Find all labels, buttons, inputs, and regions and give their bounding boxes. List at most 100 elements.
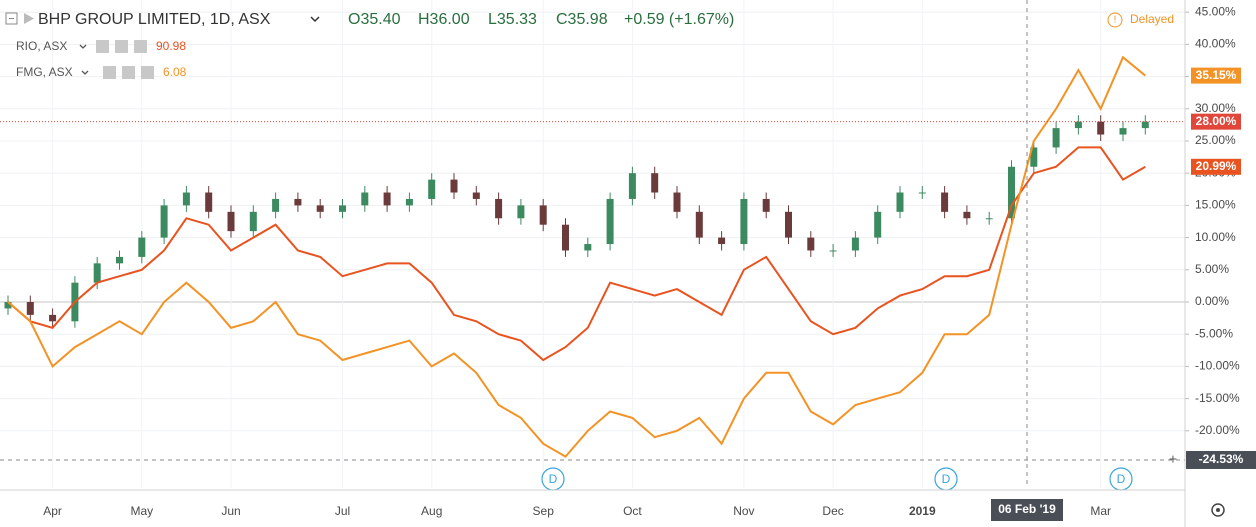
candle-body [405,198,413,206]
y-tick-label: 5.00% [1195,262,1229,276]
price-label-box [1191,113,1241,130]
y-tick-label: 0.00% [1195,294,1229,308]
x-tick-label: Jun [221,504,240,518]
candle-body [272,198,280,212]
x-tick-label: May [130,504,153,518]
plot [4,55,1149,458]
candle-body [874,211,882,238]
y-tick-label: 15.00% [1195,198,1236,212]
candle-body [26,301,34,315]
candle-body [562,224,569,251]
candle-body [249,211,257,232]
y-tick-label: -15.00% [1195,391,1240,405]
x-tick-label: Dec [822,504,843,518]
dividend-label: D [942,472,951,486]
crosshair-x-label: 06 Feb '19 [998,502,1056,516]
y-tick-label: 40.00% [1195,37,1236,51]
candle-body [718,237,726,245]
candle-body [1097,121,1105,135]
dropdown-icon[interactable] [81,70,89,75]
candle-body [851,237,859,251]
candle-body [762,198,770,212]
legend-name[interactable]: RIO, ASX [16,39,67,53]
x-tick-label: Oct [623,504,642,518]
symbol-flag [24,13,34,24]
candle-body [1119,128,1127,135]
crosshair-y-box [1186,450,1256,469]
candle-body [1141,121,1149,129]
legend-price: 90.98 [156,39,186,53]
candle-body [428,179,436,199]
quote-high: H36.00 [418,11,470,28]
quote-open: O35.40 [348,11,401,28]
settings-button[interactable] [122,66,135,79]
x-tick-label: Sep [533,504,555,518]
y-tick-label: 10.00% [1195,230,1236,244]
crosshair-y-label: -24.53% [1199,452,1244,466]
candle-body [294,198,302,206]
candle-body [4,301,12,309]
candle-body [673,192,681,212]
quote-close: C35.98 [556,11,608,28]
crosshair-plus: + [1169,451,1177,467]
candle-body [584,244,592,251]
candle-body [182,192,190,206]
candle-body [1052,128,1060,148]
candle-body [740,198,748,245]
x-tick-label: Apr [43,504,62,518]
legend-price: 6.08 [163,65,187,79]
remove-button[interactable] [141,66,154,79]
candle-body [785,211,792,238]
x-tick-label: Jul [335,504,350,518]
candle-body [963,211,971,219]
settings-button[interactable] [115,40,128,53]
candle-body [138,237,146,257]
candle-body [918,192,926,194]
candle-body [606,198,614,245]
settings-icon[interactable] [1211,503,1225,517]
x-tick-label: Aug [421,504,442,518]
candle-body [896,192,904,212]
candle-body [651,173,659,193]
collapse-icon[interactable] [5,12,18,25]
x-tick-label: Nov [733,504,754,518]
candle-body [339,205,346,212]
grid: -20.00% -15.00% -10.00% -5.00% 0.00% 5.00% 10.… [0,0,1240,518]
candle-body [450,179,458,193]
eye-button[interactable] [96,40,109,53]
candle-body [361,192,369,206]
delayed-icon: ! [1114,15,1117,26]
series-line [7,146,1146,362]
y-tick-label: -5.00% [1195,326,1233,340]
candle-body [116,256,123,264]
price-label-box [1191,158,1241,175]
candle-body [829,250,837,252]
dropdown-icon[interactable] [310,16,320,23]
y-tick-label: 45.00% [1195,4,1236,18]
legend-name[interactable]: FMG, ASX [16,65,73,79]
y-tick-label: -10.00% [1195,359,1240,373]
candle-body [539,205,547,225]
y-tick-label: -20.00% [1195,423,1240,437]
y-tick-label: 30.00% [1195,101,1236,115]
dividend-label: D [549,472,558,486]
dividend-label: D [1117,472,1126,486]
chart-title[interactable]: BHP GROUP LIMITED, 1D, ASX [38,11,271,28]
crosshair-x-box [991,499,1063,521]
price-label: 35.15% [1196,68,1237,82]
y-tick-label: 25.00% [1195,133,1236,147]
candle-body [93,263,101,283]
candle-body [628,173,636,199]
dropdown-icon[interactable] [79,44,87,49]
candle-body [695,211,703,238]
quote-low: L35.33 [488,11,537,28]
candle-body [1030,147,1038,167]
delayed-status: Delayed [1130,12,1174,26]
x-tick-label: 2019 [909,504,936,518]
eye-button[interactable] [103,66,116,79]
remove-button[interactable] [134,40,147,53]
quote-change: +0.59 (+1.67%) [624,11,734,28]
delayed-icon [1107,12,1123,28]
candle-body [383,192,391,206]
